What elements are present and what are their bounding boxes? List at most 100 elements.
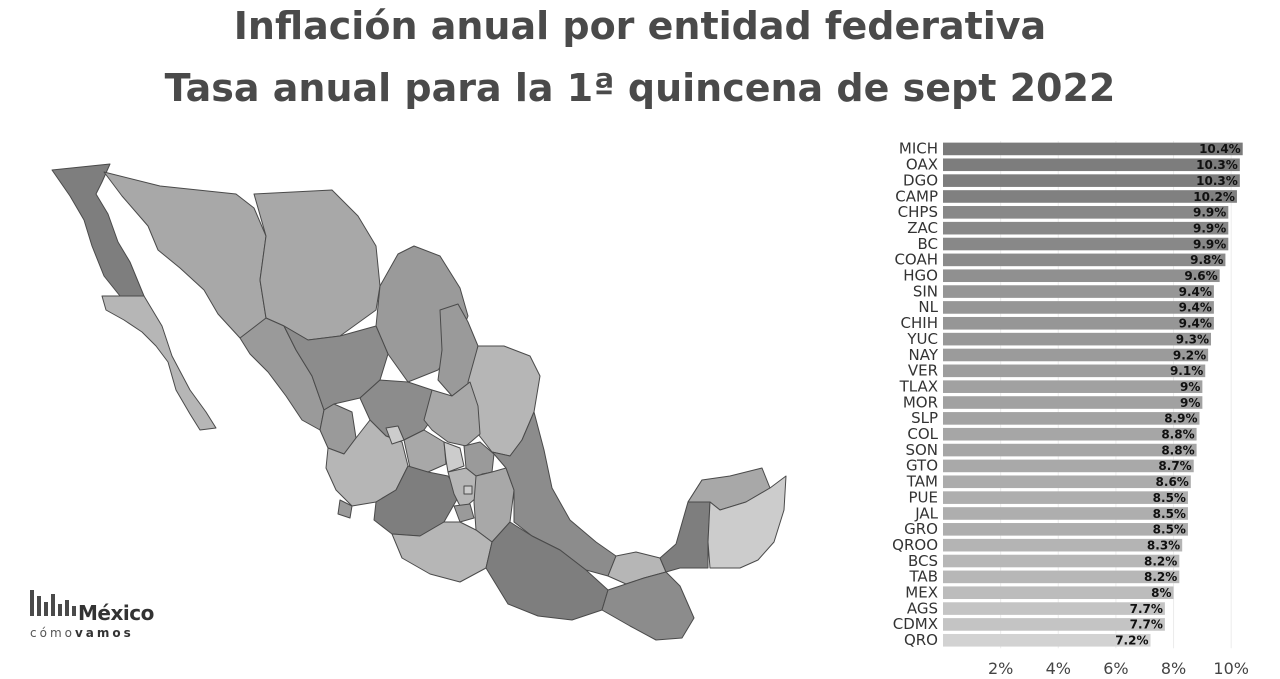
category-label: ZAC [907,219,938,237]
value-label: 10.3% [1196,174,1238,188]
chps-state [601,571,695,641]
value-label: 9.1% [1170,364,1203,378]
category-label: QRO [904,631,938,649]
value-label: 8.5% [1153,507,1186,521]
bar [943,538,1183,552]
value-label: 8.8% [1161,428,1194,442]
oax-state [485,521,609,621]
bar [943,348,1209,362]
category-label: MICH [899,140,938,158]
logo-sub-bold: vamos [74,626,134,640]
bar [943,475,1191,489]
bar [943,316,1214,330]
value-label: 9.9% [1193,237,1226,251]
qroo-state [707,475,787,569]
bar [943,253,1226,267]
value-label: 9.9% [1193,206,1226,220]
category-label: SLP [911,409,938,427]
category-label: BC [917,235,938,253]
value-label: 9.2% [1173,348,1206,362]
value-label: 8.2% [1144,554,1177,568]
category-label: TAB [908,568,938,586]
bcs-state [101,295,217,431]
bar [943,285,1214,298]
value-label: 9.8% [1190,253,1223,267]
category-label: CAMP [895,187,938,205]
bar [943,301,1214,314]
inflation-bar-chart: 2% 4% 6% 8% 10% MICH 10.4% OAX 10.3% DGO 10.3% CAMP… [892,140,1249,678]
chart-title-block: Inflación anual por entidad federativa T… [0,0,1280,119]
value-label: 8.9% [1164,412,1197,426]
category-label: TAM [906,473,938,491]
value-label: 9% [1180,396,1200,410]
logo-subtitle: cómovamos [30,626,134,640]
logo-word: México [78,601,154,625]
category-label: GRO [904,520,938,538]
category-label: AGS [907,599,938,617]
category-label: NL [918,298,938,316]
value-label: 8.2% [1144,570,1177,584]
x-tick-label: 6% [1103,659,1128,678]
value-label: 8.3% [1147,538,1180,552]
category-label: MOR [903,393,938,411]
bar [943,332,1212,346]
chart-subtitle: Tasa anual para la 1ª quincena de sept 2… [164,66,1116,110]
category-label: TLAX [899,377,938,395]
value-label: 10.3% [1196,158,1238,172]
bar [943,570,1180,584]
value-label: 10.4% [1199,142,1241,156]
x-tick-label: 4% [1046,659,1071,678]
col-state [337,499,353,519]
bar [943,190,1237,203]
chih-state [253,189,381,341]
category-label: SIN [913,282,938,300]
bar [943,459,1194,473]
value-label: 9.4% [1179,285,1212,299]
bar [943,633,1151,647]
x-tick-label: 8% [1161,659,1186,678]
bar [943,443,1197,457]
value-label: 8.6% [1156,475,1189,489]
category-label: CHPS [898,203,938,221]
logo-sub-light: cómo [30,626,75,640]
category-label: OAX [906,156,938,174]
bar [943,380,1203,393]
category-label: BCS [908,552,938,570]
value-label: 9.4% [1179,317,1212,331]
value-label: 9.6% [1184,269,1217,283]
category-label: MEX [905,584,938,602]
value-label: 8% [1151,586,1171,600]
category-label: GTO [906,457,938,475]
value-label: 9% [1180,380,1200,394]
mexico-states-map [51,163,787,641]
category-label: YUC [906,330,938,348]
mor-state [453,503,475,523]
bar [943,586,1174,600]
category-label: JAL [914,504,938,522]
category-label: NAY [909,346,939,364]
category-label: COL [907,425,938,443]
category-label: COAH [894,251,938,269]
bc-state [51,163,145,297]
category-label: SON [905,441,938,459]
bar [943,269,1220,283]
category-label: PUE [908,488,938,506]
bar [943,174,1240,187]
value-label: 10.2% [1193,190,1235,204]
category-label: CHIH [901,314,938,332]
mexico-como-vamos-logo: México cómovamos [28,574,178,644]
value-label: 7.2% [1115,634,1148,648]
bar [943,491,1188,504]
value-label: 8.7% [1158,459,1191,473]
bar [943,507,1188,520]
bar [943,412,1200,425]
category-label: VER [908,362,938,380]
x-tick-label: 10% [1213,659,1249,678]
value-label: 9.3% [1176,332,1209,346]
bar [943,221,1229,235]
bar [943,602,1165,615]
bar [943,618,1165,631]
category-label: DGO [903,171,938,189]
x-tick-label: 2% [988,659,1013,678]
value-label: 8.5% [1153,491,1186,505]
